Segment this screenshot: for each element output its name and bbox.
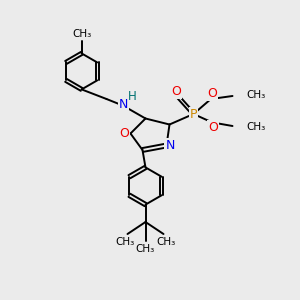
Text: CH₃: CH₃: [246, 122, 265, 133]
Text: N: N: [165, 139, 175, 152]
Text: P: P: [190, 107, 197, 121]
Text: N: N: [119, 98, 128, 111]
Text: O: O: [172, 85, 181, 98]
Text: CH₃: CH₃: [246, 90, 265, 100]
Text: H: H: [128, 90, 137, 103]
Text: CH₃: CH₃: [136, 244, 155, 254]
Text: O: O: [208, 121, 218, 134]
Text: CH₃: CH₃: [115, 237, 134, 248]
Text: CH₃: CH₃: [157, 237, 176, 248]
Text: CH₃: CH₃: [72, 29, 91, 39]
Text: O: O: [119, 127, 129, 140]
Text: O: O: [208, 87, 217, 101]
